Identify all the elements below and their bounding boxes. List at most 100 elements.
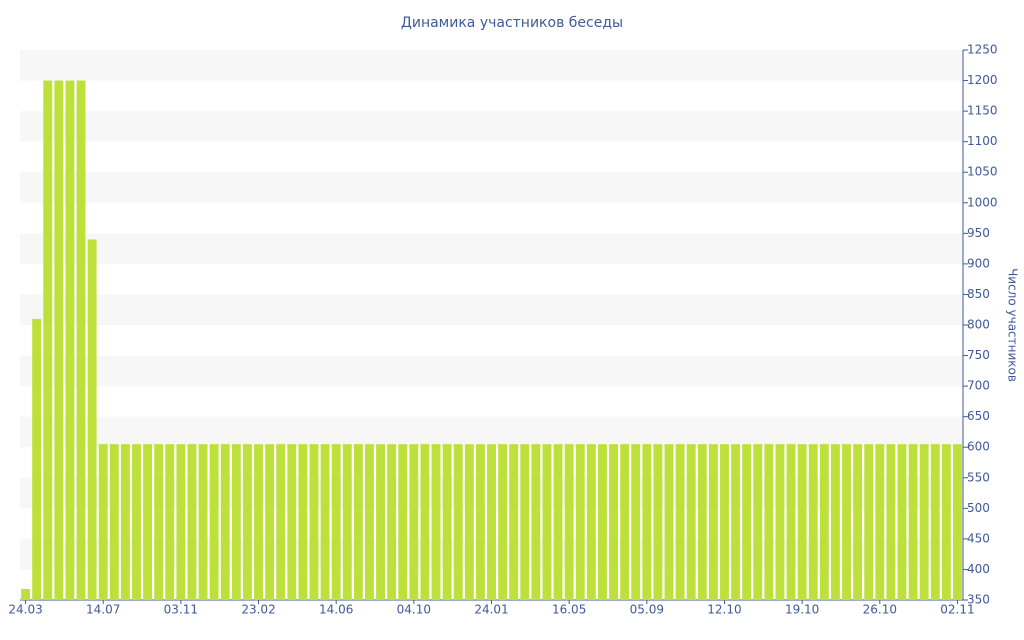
bar (398, 444, 408, 600)
bar (620, 444, 630, 600)
bar (154, 444, 164, 600)
grid-band (20, 355, 963, 387)
bar (487, 444, 496, 600)
bar (187, 444, 197, 600)
bar (742, 444, 752, 600)
bar (908, 444, 918, 600)
bar (387, 444, 397, 600)
x-tick-label: 19.10 (785, 603, 819, 617)
bar (132, 444, 141, 600)
bar (475, 444, 485, 600)
y-tick-label: 1200 (967, 73, 998, 87)
bar (797, 444, 807, 600)
x-tick-label: 12.10 (707, 603, 741, 617)
bar (32, 318, 42, 600)
bar (65, 80, 75, 601)
y-tick-label: 650 (967, 409, 990, 423)
bar (897, 444, 907, 600)
bar (287, 444, 297, 600)
bar (298, 444, 308, 600)
y-tick-label: 1050 (967, 165, 998, 179)
bar (631, 444, 641, 600)
bar (598, 444, 607, 600)
bar (176, 444, 186, 600)
bar (276, 444, 286, 600)
chart-title: Динамика участников беседы (401, 15, 623, 31)
bar (54, 80, 64, 601)
bar (87, 239, 97, 600)
grid-band (20, 172, 963, 203)
bar (43, 80, 53, 601)
y-tick-label: 400 (967, 562, 990, 576)
bar (842, 444, 851, 600)
bar (786, 444, 796, 600)
bar (953, 444, 962, 600)
y-tick-label: 800 (967, 318, 990, 332)
bar (764, 444, 774, 600)
bar (653, 444, 663, 600)
grid-band (20, 233, 963, 264)
bar (808, 444, 818, 600)
y-tick-label: 550 (967, 470, 990, 484)
bar (198, 444, 208, 600)
x-tick-label: 23.02 (241, 603, 275, 617)
bar (420, 444, 430, 600)
grid-band (20, 111, 963, 142)
bar (231, 444, 241, 600)
bar (542, 444, 552, 600)
bar (941, 444, 951, 600)
bar (331, 444, 341, 600)
x-tick-label: 14.06 (319, 603, 353, 617)
y-tick-label: 750 (967, 348, 990, 362)
x-tick-label: 03.11 (164, 603, 198, 617)
x-tick-label: 24.03 (8, 603, 42, 617)
bar (609, 444, 618, 600)
bar (830, 444, 840, 600)
bar (553, 444, 563, 600)
y-tick-label: 500 (967, 501, 990, 515)
x-tick-label: 26.10 (863, 603, 897, 617)
bar (109, 444, 119, 600)
bar (642, 444, 652, 600)
x-tick-label: 16.05 (552, 603, 586, 617)
bar (442, 444, 452, 600)
bar (819, 444, 829, 600)
bar (919, 444, 929, 600)
bar (930, 444, 940, 600)
bar (376, 444, 385, 600)
bar (686, 444, 696, 600)
y-tick-label: 1100 (967, 134, 998, 148)
bar (498, 444, 508, 600)
bar (409, 444, 419, 600)
y-tick-label: 600 (967, 440, 990, 454)
bar (464, 444, 474, 600)
grid-band (20, 50, 963, 81)
bar (775, 444, 785, 600)
bar (21, 589, 30, 600)
y-tick-label: 700 (967, 379, 990, 393)
y-tick-label: 1000 (967, 195, 998, 209)
bar (708, 444, 718, 600)
bar (875, 444, 885, 600)
bar (720, 444, 729, 600)
bar (254, 444, 263, 600)
x-tick-label: 02.11 (940, 603, 974, 617)
bar (509, 444, 519, 600)
bar (753, 444, 763, 600)
x-tick-label: 14.07 (86, 603, 120, 617)
bar (342, 444, 352, 600)
bar (520, 444, 530, 600)
bar (76, 80, 86, 601)
bar (265, 444, 275, 600)
y-tick-label: 850 (967, 287, 990, 301)
bar (453, 444, 463, 600)
bar (664, 444, 674, 600)
bar (209, 444, 219, 600)
x-tick-label: 05.09 (630, 603, 664, 617)
bar (220, 444, 230, 600)
y-axis-label: Число участников (1006, 268, 1020, 382)
bar (531, 444, 541, 600)
bar (575, 444, 585, 600)
y-tick-label: 450 (967, 531, 990, 545)
